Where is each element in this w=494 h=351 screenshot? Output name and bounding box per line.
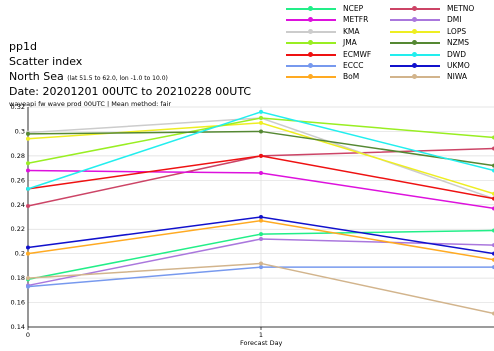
legend-item-dmi: DMI <box>390 13 494 26</box>
legend-swatch-marker <box>412 40 417 46</box>
y-tick-label: 0.24 <box>11 201 25 209</box>
data-point-lops <box>26 136 30 141</box>
legend-item-niwa: NIWA <box>390 70 494 83</box>
chart-parameter: pp1d <box>9 40 37 53</box>
legend-item-kma: KMA <box>286 25 390 38</box>
data-point-dwd <box>259 109 263 114</box>
y-tick-label: 0.18 <box>11 274 25 282</box>
data-point-niwa <box>26 276 30 281</box>
legend-swatch-marker <box>308 51 313 57</box>
legend-item-eccc: ECCC <box>286 59 390 72</box>
legend-item-bom: BoM <box>286 70 390 83</box>
legend-label: DMI <box>447 15 462 25</box>
legend-swatch-marker <box>308 74 313 80</box>
legend-swatch-marker <box>412 51 417 57</box>
y-tick-label: 0.14 <box>11 323 25 331</box>
legend-item-jma: JMA <box>286 36 390 49</box>
legend-label: NCEP <box>343 4 364 13</box>
legend-label: METNO <box>447 4 475 13</box>
legend-swatch-marker <box>412 17 417 23</box>
legend-swatch-marker <box>308 6 313 11</box>
data-point-metfr <box>26 168 30 173</box>
data-point-nzms <box>259 129 263 134</box>
y-tick-label: 0.26 <box>11 176 25 184</box>
legend-swatch-marker <box>412 63 417 68</box>
chart-date-range: Date: 20201201 00UTC to 20210228 00UTC <box>9 85 252 98</box>
legend-label: UKMO <box>447 61 470 70</box>
legend-label: NZMS <box>447 38 469 48</box>
legend-item-metfr: METFR <box>286 13 390 26</box>
chart-legend: NCEP METNO METFR DMI KMA LOPS JMA NZMS ECMWF DWD E… <box>286 2 494 84</box>
legend-item-lops: LOPS <box>390 25 494 38</box>
data-point-eccc <box>26 284 30 289</box>
legend-label: NIWA <box>447 72 467 82</box>
data-point-metfr <box>259 171 263 175</box>
data-point-ukmo <box>26 245 30 250</box>
legend-swatch-marker <box>412 28 417 34</box>
data-point-lops <box>259 120 263 125</box>
legend-label: KMA <box>343 26 360 36</box>
region-name: North Sea <box>9 70 64 83</box>
legend-item-ncep: NCEP <box>286 2 390 15</box>
legend-swatch-marker <box>308 28 313 34</box>
data-point-eccc <box>259 265 263 270</box>
legend-item-metno: METNO <box>390 2 494 15</box>
legend-label: JMA <box>343 38 357 48</box>
legend-item-ukmo: UKMO <box>390 59 494 72</box>
data-point-bom <box>259 218 263 223</box>
legend-item-dwd: DWD <box>390 48 494 61</box>
y-tick-label: 0.3 <box>15 127 25 135</box>
data-point-niwa <box>259 261 263 266</box>
y-tick-label: 0.2 <box>15 250 25 258</box>
legend-swatch-marker <box>308 40 313 46</box>
chart-region: North Sea (lat 51.5 to 62.0, lon -1.0 to… <box>9 70 168 83</box>
legend-label: DWD <box>447 49 466 59</box>
data-point-nzms <box>26 131 30 136</box>
chart-metric: Scatter index <box>9 55 83 68</box>
legend-swatch-marker <box>308 63 313 68</box>
region-coords: (lat 51.5 to 62.0, lon -1.0 to 10.0) <box>67 75 168 82</box>
data-point-bom <box>26 251 30 256</box>
legend-swatch-marker <box>308 17 313 23</box>
data-point-ecmwf <box>259 153 263 158</box>
data-point-dmi <box>259 237 263 241</box>
y-tick-label: 0.16 <box>11 299 25 307</box>
legend-swatch-marker <box>412 6 417 11</box>
data-point-jma <box>26 161 30 166</box>
legend-item-ecmwf: ECMWF <box>286 48 390 61</box>
legend-swatch-marker <box>412 74 417 80</box>
legend-label: METFR <box>343 15 369 25</box>
x-axis-label: Forecast Day <box>240 339 283 347</box>
x-tick-label: 1 <box>259 331 263 339</box>
data-point-dwd <box>26 186 30 191</box>
data-point-ukmo <box>259 215 263 219</box>
y-tick-label: 0.22 <box>11 225 25 233</box>
y-tick-label: 0.32 <box>11 103 25 111</box>
legend-label: ECCC <box>343 61 364 70</box>
data-point-ncep <box>259 232 263 237</box>
chart-subtitle: waveapi fw wave prod 00UTC | Mean method… <box>9 100 172 108</box>
data-point-metno <box>26 204 30 208</box>
x-tick-label: 0 <box>26 331 30 339</box>
legend-label: BoM <box>343 72 360 82</box>
legend-label: ECMWF <box>343 49 372 59</box>
legend-label: LOPS <box>447 26 467 36</box>
y-tick-label: 0.28 <box>11 152 25 160</box>
legend-item-nzms: NZMS <box>390 36 494 49</box>
data-point-jma <box>259 116 263 120</box>
